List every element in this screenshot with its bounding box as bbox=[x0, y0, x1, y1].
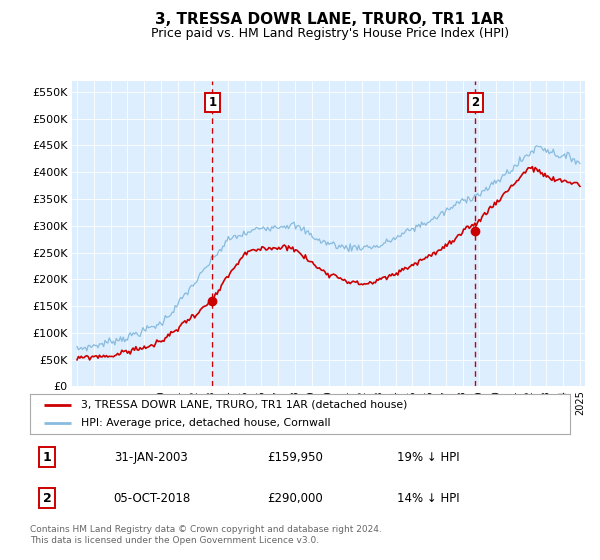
Text: Contains HM Land Registry data © Crown copyright and database right 2024.
This d: Contains HM Land Registry data © Crown c… bbox=[30, 525, 382, 545]
Text: 1: 1 bbox=[43, 451, 52, 464]
Text: 2: 2 bbox=[471, 96, 479, 109]
Text: HPI: Average price, detached house, Cornwall: HPI: Average price, detached house, Corn… bbox=[82, 418, 331, 428]
Text: 1: 1 bbox=[208, 96, 217, 109]
Text: 05-OCT-2018: 05-OCT-2018 bbox=[114, 492, 191, 505]
Text: £290,000: £290,000 bbox=[268, 492, 323, 505]
Text: 3, TRESSA DOWR LANE, TRURO, TR1 1AR (detached house): 3, TRESSA DOWR LANE, TRURO, TR1 1AR (det… bbox=[82, 400, 407, 409]
Text: 2: 2 bbox=[43, 492, 52, 505]
Text: £159,950: £159,950 bbox=[268, 451, 323, 464]
Text: 3, TRESSA DOWR LANE, TRURO, TR1 1AR: 3, TRESSA DOWR LANE, TRURO, TR1 1AR bbox=[155, 12, 505, 27]
Text: 19% ↓ HPI: 19% ↓ HPI bbox=[397, 451, 460, 464]
Text: Price paid vs. HM Land Registry's House Price Index (HPI): Price paid vs. HM Land Registry's House … bbox=[151, 27, 509, 40]
Text: 31-JAN-2003: 31-JAN-2003 bbox=[114, 451, 187, 464]
Text: 14% ↓ HPI: 14% ↓ HPI bbox=[397, 492, 460, 505]
